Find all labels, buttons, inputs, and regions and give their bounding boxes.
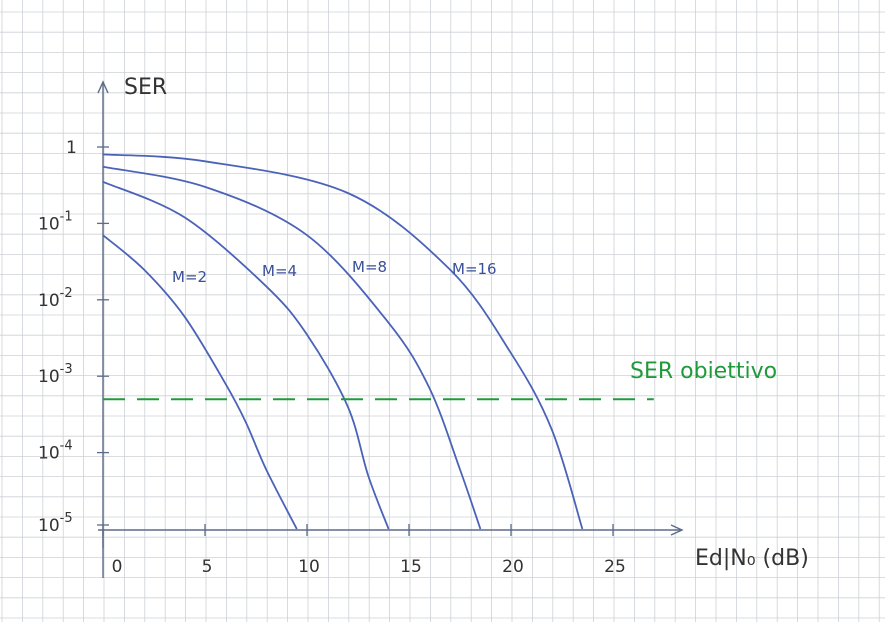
y-tick-base: 10 xyxy=(38,214,60,234)
x-axis-label: Ed|N₀ (dB) xyxy=(695,546,809,571)
y-tick-exponent: -3 xyxy=(60,362,73,377)
y-tick-exponent: -1 xyxy=(60,209,73,224)
curve-labels: M=2 M=4 M=8 M=16 xyxy=(172,258,497,286)
y-tick-label: 10-2 xyxy=(38,286,73,311)
y-tick-base: 10 xyxy=(38,367,60,387)
y-tick-base: 10 xyxy=(38,516,60,536)
curves xyxy=(102,153,584,530)
y-tick-base: 1 xyxy=(66,138,77,158)
curve-m-2 xyxy=(102,234,298,530)
x-tick-label: 10 xyxy=(298,557,320,577)
y-axis-arrow xyxy=(97,80,109,94)
target-ser-label: SER obiettivo xyxy=(630,359,777,384)
curve-m-16 xyxy=(102,153,584,530)
curve-label: M=16 xyxy=(452,260,497,278)
y-tick-exponent: -5 xyxy=(60,511,73,526)
x-tick-label: 20 xyxy=(502,557,524,577)
x-ticks: 0 5 10 15 20 25 xyxy=(102,524,626,577)
x-tick-label: 5 xyxy=(202,557,213,577)
y-tick-label: 1 xyxy=(66,138,77,158)
curve-label: M=4 xyxy=(262,262,297,280)
y-tick-label: 10-5 xyxy=(38,511,73,536)
curve-m-8 xyxy=(102,165,482,530)
y-tick-label: 10-3 xyxy=(38,362,73,387)
x-axis-arrow xyxy=(670,524,684,536)
y-tick-label: 10-1 xyxy=(38,209,73,234)
y-tick-label: 10-4 xyxy=(38,439,73,464)
axes xyxy=(97,80,684,578)
y-tick-base: 10 xyxy=(38,291,60,311)
curve-label: M=8 xyxy=(352,258,387,276)
y-tick-exponent: -4 xyxy=(60,439,73,454)
x-tick-label: 25 xyxy=(604,557,626,577)
y-axis-label: SER xyxy=(124,75,167,100)
y-tick-exponent: -2 xyxy=(60,286,73,301)
y-tick-base: 10 xyxy=(38,444,60,464)
x-tick-label: 15 xyxy=(400,557,422,577)
x-tick-label: 0 xyxy=(112,557,123,577)
curve-m-4 xyxy=(102,180,390,530)
curve-label: M=2 xyxy=(172,268,207,286)
y-ticks: 110-110-210-310-410-5 xyxy=(38,138,109,536)
